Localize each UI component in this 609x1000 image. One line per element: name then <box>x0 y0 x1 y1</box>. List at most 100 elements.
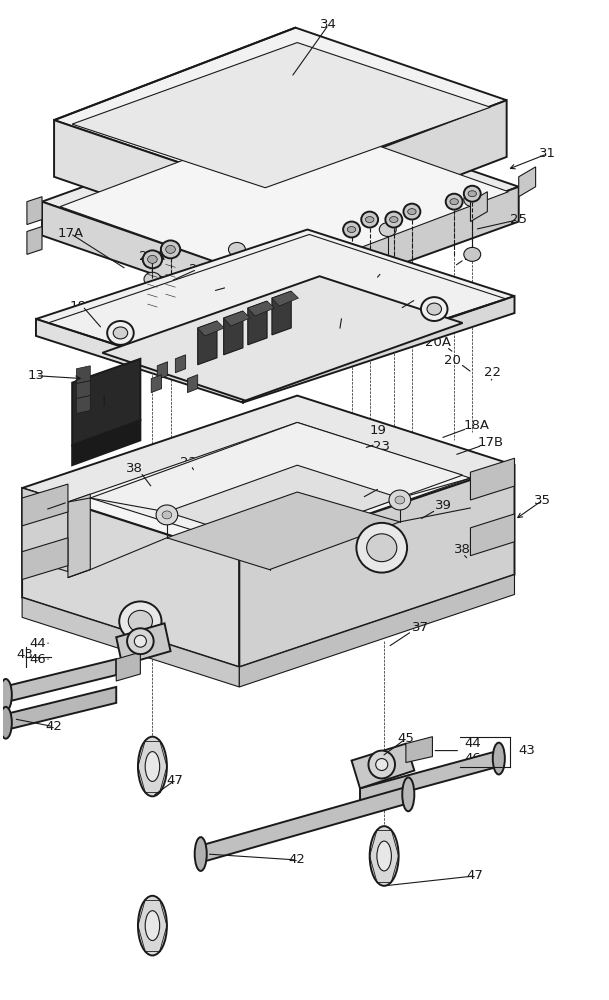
Ellipse shape <box>138 896 167 955</box>
Polygon shape <box>198 321 224 336</box>
Text: 22: 22 <box>415 290 432 303</box>
Text: 22: 22 <box>225 280 242 293</box>
Polygon shape <box>3 659 116 703</box>
Polygon shape <box>72 420 140 465</box>
Ellipse shape <box>367 534 397 562</box>
Polygon shape <box>22 597 239 687</box>
Text: 23: 23 <box>373 440 390 453</box>
Text: 42: 42 <box>46 720 63 733</box>
Text: 20: 20 <box>189 263 205 276</box>
Text: 18B: 18B <box>69 300 96 313</box>
Ellipse shape <box>228 297 245 311</box>
Ellipse shape <box>427 303 442 315</box>
Ellipse shape <box>145 911 160 941</box>
Ellipse shape <box>356 523 407 573</box>
Polygon shape <box>167 465 400 545</box>
Text: 47: 47 <box>166 774 183 787</box>
Polygon shape <box>519 167 536 197</box>
Text: 44: 44 <box>29 637 46 650</box>
Polygon shape <box>102 276 463 401</box>
Polygon shape <box>68 422 470 558</box>
Text: 44: 44 <box>464 737 481 750</box>
Ellipse shape <box>385 212 403 228</box>
Text: 34: 34 <box>320 18 337 31</box>
Ellipse shape <box>370 826 399 886</box>
Polygon shape <box>470 192 487 222</box>
Ellipse shape <box>421 297 448 321</box>
Text: 41: 41 <box>379 479 396 492</box>
Polygon shape <box>248 301 274 316</box>
Polygon shape <box>3 687 116 731</box>
Ellipse shape <box>361 212 378 228</box>
Ellipse shape <box>407 209 416 215</box>
Text: 37: 37 <box>412 621 429 634</box>
Ellipse shape <box>343 222 360 237</box>
Polygon shape <box>198 321 217 365</box>
Text: 13: 13 <box>27 369 44 382</box>
Polygon shape <box>470 514 515 556</box>
Polygon shape <box>60 117 509 281</box>
Text: 12A: 12A <box>329 310 355 323</box>
Ellipse shape <box>138 737 167 796</box>
Ellipse shape <box>464 193 481 207</box>
Text: 20: 20 <box>444 354 461 367</box>
Ellipse shape <box>166 245 175 253</box>
Polygon shape <box>22 488 239 667</box>
Polygon shape <box>351 744 414 788</box>
Ellipse shape <box>404 204 420 220</box>
Polygon shape <box>116 623 171 665</box>
Text: 45: 45 <box>398 732 414 745</box>
Ellipse shape <box>161 240 180 258</box>
Polygon shape <box>239 575 515 687</box>
Polygon shape <box>188 375 198 393</box>
Polygon shape <box>360 751 499 804</box>
Text: 20A: 20A <box>426 336 451 349</box>
Text: 18A: 18A <box>463 419 490 432</box>
Polygon shape <box>68 494 90 578</box>
Ellipse shape <box>113 327 128 339</box>
Text: 42: 42 <box>289 853 306 866</box>
Ellipse shape <box>379 223 396 236</box>
Polygon shape <box>42 202 266 313</box>
Ellipse shape <box>376 759 388 770</box>
Text: 22: 22 <box>484 366 501 379</box>
Ellipse shape <box>493 743 505 774</box>
Ellipse shape <box>162 511 172 519</box>
Ellipse shape <box>144 272 161 286</box>
Ellipse shape <box>446 194 463 210</box>
Text: 35: 35 <box>534 493 551 506</box>
Polygon shape <box>272 291 298 306</box>
Polygon shape <box>76 396 90 413</box>
Polygon shape <box>72 43 490 188</box>
Text: 24: 24 <box>379 263 396 276</box>
Ellipse shape <box>450 199 459 205</box>
Polygon shape <box>27 197 42 225</box>
Ellipse shape <box>0 679 12 711</box>
Ellipse shape <box>464 186 481 202</box>
Polygon shape <box>406 737 432 763</box>
Polygon shape <box>470 458 515 500</box>
Polygon shape <box>36 230 515 386</box>
Text: 39: 39 <box>435 499 452 512</box>
Polygon shape <box>243 296 515 403</box>
Polygon shape <box>36 319 243 403</box>
Polygon shape <box>167 492 400 570</box>
Polygon shape <box>266 187 519 313</box>
Ellipse shape <box>143 250 162 268</box>
Polygon shape <box>266 100 507 249</box>
Ellipse shape <box>368 751 395 778</box>
Polygon shape <box>54 28 507 192</box>
Ellipse shape <box>156 505 178 525</box>
Polygon shape <box>272 291 291 335</box>
Text: 41: 41 <box>37 503 54 516</box>
Polygon shape <box>22 484 68 526</box>
Polygon shape <box>116 652 140 681</box>
Polygon shape <box>22 538 68 580</box>
Text: 47: 47 <box>466 869 483 882</box>
Polygon shape <box>22 488 68 572</box>
Polygon shape <box>72 359 140 445</box>
Ellipse shape <box>128 610 152 632</box>
Ellipse shape <box>379 277 396 291</box>
Ellipse shape <box>0 707 12 739</box>
Ellipse shape <box>377 841 392 871</box>
